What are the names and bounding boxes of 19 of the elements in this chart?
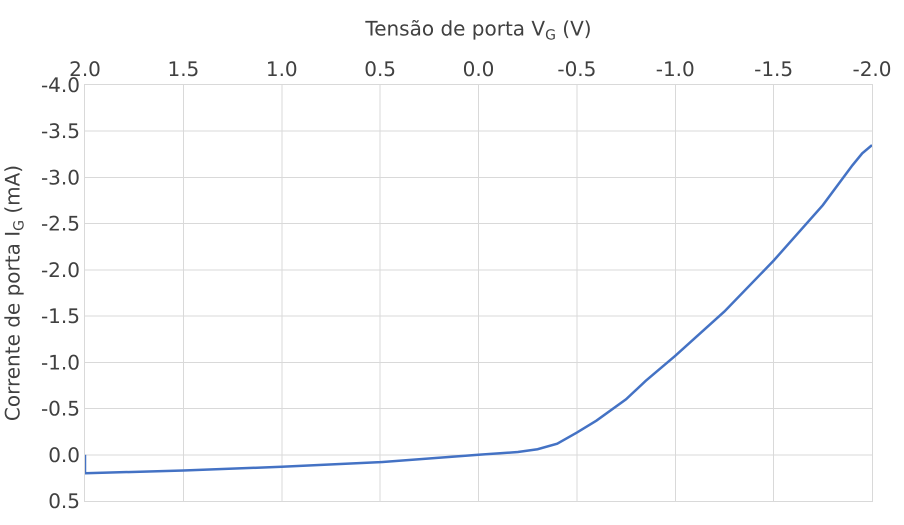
y-tick-label: -1.5 <box>40 304 80 328</box>
x-tick-label: -1.5 <box>754 57 794 81</box>
y-tick-label: -3.5 <box>40 119 80 144</box>
x-tick-label: -0.5 <box>557 57 596 81</box>
y-tick-label: -3.0 <box>40 165 80 190</box>
x-tick-label: -1.0 <box>656 57 695 81</box>
y-tick-label: 0.0 <box>48 442 80 467</box>
y-tick-label: -0.5 <box>40 396 80 421</box>
x-tick-label: 0.5 <box>364 57 396 81</box>
y-tick-label: -2.5 <box>40 212 80 236</box>
x-tick-label: 1.5 <box>167 57 200 81</box>
x-tick-label: 0.0 <box>462 57 494 81</box>
x-tick-label: 1.0 <box>266 57 298 81</box>
x-tick-label: -2.0 <box>852 57 892 81</box>
y-tick-label: -2.0 <box>40 258 80 282</box>
y-tick-label: 0.5 <box>48 489 80 513</box>
line-series <box>85 144 872 475</box>
y-tick-label: -1.0 <box>40 350 80 374</box>
x-axis-title: Tensão de porta V$_{G}$ (V) <box>364 16 592 44</box>
